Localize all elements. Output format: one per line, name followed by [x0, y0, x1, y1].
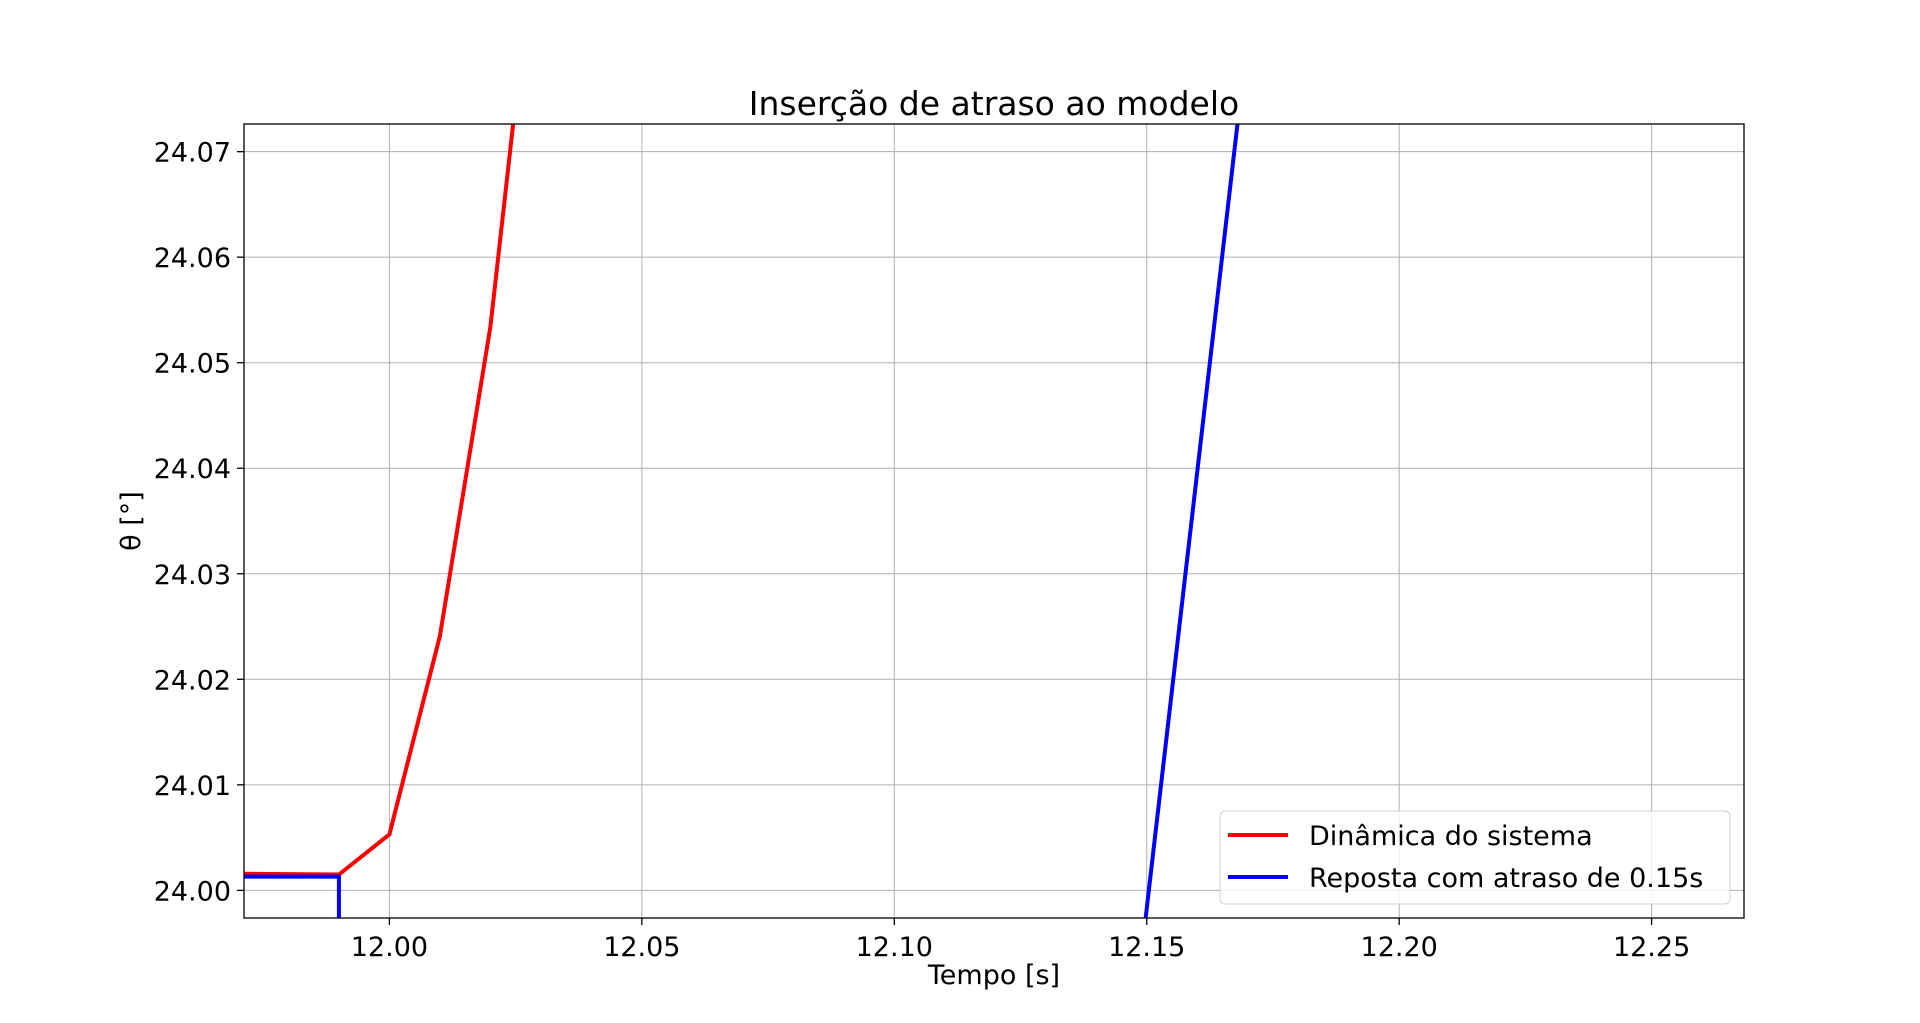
legend-label-series-1: Reposta com atraso de 0.15s: [1309, 863, 1703, 894]
x-axis-label: Tempo [s]: [927, 960, 1060, 991]
series-layer: [244, 124, 1240, 918]
x-axis-ticks: 12.00 12.05 12.10 12.15 12.20 12.25: [351, 918, 1690, 963]
y-tick-label: 24.04: [154, 454, 231, 485]
y-tick-label: 24.02: [154, 665, 231, 696]
x-tick-label: 12.20: [1361, 932, 1438, 963]
y-axis-label: θ [°]: [116, 491, 147, 551]
series-line-0: [244, 124, 516, 877]
y-axis-ticks: 24.00 24.01 24.02 24.03 24.04 24.05 24.06 24.07: [154, 138, 244, 907]
x-tick-label: 12.10: [856, 932, 933, 963]
x-tick-label: 12.15: [1108, 932, 1185, 963]
y-tick-label: 24.05: [154, 349, 231, 380]
x-tick-label: 12.05: [603, 932, 680, 963]
y-tick-label: 24.06: [154, 243, 231, 274]
x-tick-label: 12.00: [351, 932, 428, 963]
y-tick-label: 24.03: [154, 560, 231, 591]
y-tick-label: 24.00: [154, 876, 231, 907]
legend: Dinâmica do sistema Reposta com atraso d…: [1219, 810, 1731, 905]
plot-frame: [243, 123, 1745, 919]
grid-lines: [244, 124, 1744, 918]
x-tick-label: 12.25: [1613, 932, 1690, 963]
y-tick-label: 24.07: [154, 138, 231, 169]
series-line-1: [244, 124, 1240, 918]
y-tick-label: 24.01: [154, 771, 231, 802]
chart-title: Inserção de atraso ao modelo: [749, 84, 1239, 123]
legend-label-series-0: Dinâmica do sistema: [1309, 821, 1593, 852]
legend-box: [1219, 810, 1731, 905]
